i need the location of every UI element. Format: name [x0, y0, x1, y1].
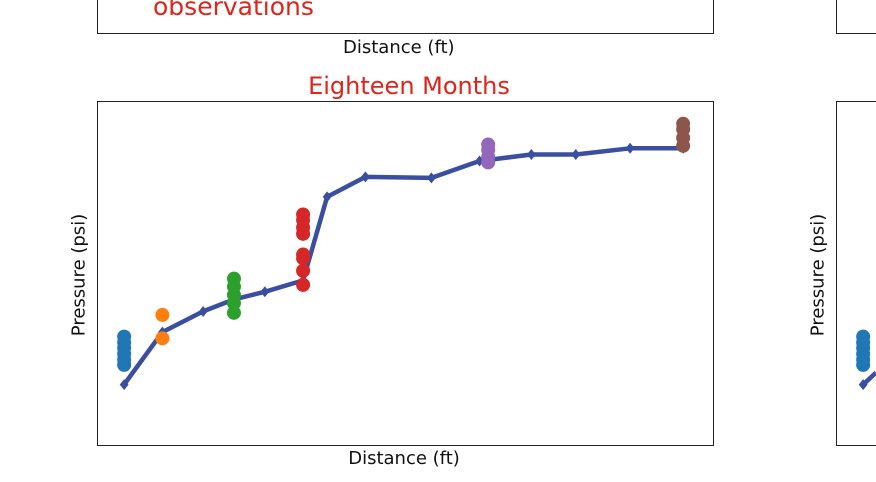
chart-title: Eighteen Months — [308, 72, 510, 100]
observation-point — [481, 137, 496, 152]
model-line-point — [119, 379, 129, 391]
right-observation-point — [856, 329, 871, 344]
top-left-annotation: observations — [153, 0, 314, 21]
observation-point — [155, 331, 170, 346]
model-line — [122, 146, 684, 386]
observation-point — [296, 207, 311, 222]
observation-point — [296, 263, 311, 278]
observation-point — [226, 305, 241, 320]
observation-point — [117, 329, 132, 344]
right-plot-frame — [836, 101, 876, 446]
model-line-point — [427, 172, 436, 184]
observation-series — [117, 116, 691, 372]
model-line-point — [571, 148, 581, 160]
right-model-line-point — [858, 379, 868, 391]
model-line-point — [625, 142, 635, 154]
plot-frame — [97, 101, 714, 446]
model-line-point — [198, 305, 208, 317]
observation-point — [155, 307, 170, 322]
observation-point — [226, 271, 241, 286]
model-line-point — [526, 148, 536, 160]
model-line-point — [260, 286, 270, 298]
model-line-point — [360, 171, 370, 183]
observation-point — [296, 277, 311, 292]
top-left-plot-frame — [97, 0, 714, 34]
top-right-plot-frame — [836, 0, 876, 34]
right-partial-series — [856, 329, 876, 391]
model-line-series — [119, 142, 688, 391]
observation-point — [296, 247, 311, 262]
observation-point — [676, 116, 691, 131]
x-axis-label: Distance (ft) — [348, 448, 460, 469]
top-left-x-axis-label: Distance (ft) — [343, 37, 455, 58]
model-line-point — [322, 191, 332, 203]
